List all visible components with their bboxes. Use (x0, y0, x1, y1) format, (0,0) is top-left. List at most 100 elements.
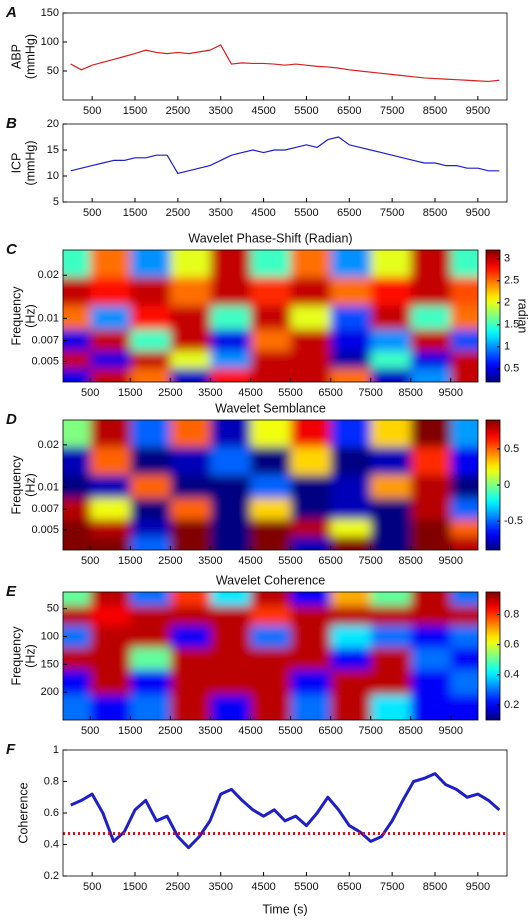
x-tick-label: 5500 (278, 725, 302, 737)
heatmap-cell (450, 277, 478, 307)
heatmap-cell (290, 669, 332, 696)
heatmap-cell (250, 519, 292, 538)
heatmap-cell (410, 420, 452, 448)
line-series (70, 136, 500, 174)
y-axis-label: (Hz) (23, 473, 37, 497)
heatmap-cell (330, 329, 372, 352)
y-tick-label: 50 (47, 603, 59, 615)
heatmap-cell (290, 305, 332, 330)
heatmap-cell (63, 368, 91, 382)
colorbar-tick-label: 1.5 (504, 319, 519, 331)
heatmap-cell (450, 498, 478, 521)
x-tick-label: 2500 (158, 555, 182, 567)
heatmap-cell (250, 694, 292, 720)
colorbar-tick-label: 2.5 (504, 275, 519, 287)
y-axis-label: Frequency (9, 455, 23, 515)
heatmap-cell (63, 669, 91, 696)
heatmap-cell (370, 592, 412, 607)
panel-label: D (6, 411, 17, 428)
colorbar-tick-label: 1 (504, 341, 510, 353)
heatmap-cell (330, 536, 372, 550)
y-axis-label: (mmHg) (23, 34, 37, 79)
x-tick-label: 9500 (466, 207, 490, 219)
heatmap-cell (210, 498, 251, 521)
x-tick-label: 6500 (318, 725, 342, 737)
heatmap-cell (130, 669, 171, 696)
heatmap-cell (170, 498, 211, 521)
x-tick-label: 3500 (208, 881, 232, 893)
heatmap-cell (250, 669, 292, 696)
heatmap-cell (330, 420, 372, 448)
x-tick-label: 2500 (158, 387, 182, 399)
heatmap (63, 250, 478, 382)
heatmap-cell (210, 351, 251, 369)
x-tick-label: 8500 (423, 881, 447, 893)
heatmap-cell (210, 420, 251, 448)
x-tick-label: 1500 (118, 555, 142, 567)
heatmap-cell (450, 305, 478, 330)
plot-frame (62, 249, 479, 383)
y-tick-label: 0.02 (38, 269, 59, 281)
heatmap-cell (130, 694, 171, 720)
heatmap-cell (450, 647, 478, 671)
heatmap-cell (63, 536, 91, 550)
heatmap-cell (290, 605, 332, 626)
x-tick-label: 8500 (398, 387, 422, 399)
plot-frame (62, 419, 479, 551)
heatmap-cell (63, 474, 91, 499)
heatmap-cell (90, 305, 131, 330)
heatmap-cell (290, 592, 332, 607)
heatmap-cell (170, 420, 211, 448)
heatmap-cell (130, 351, 171, 369)
heatmap-cell (290, 647, 332, 671)
heatmap-cell (210, 474, 251, 499)
heatmap-cell (90, 446, 131, 476)
chart-title: Wavelet Coherence (216, 573, 325, 587)
heatmap-cell (250, 536, 292, 550)
heatmap-cell (210, 329, 251, 352)
heatmap-cell (290, 250, 332, 278)
heatmap-cell (410, 250, 452, 278)
x-tick-label: 500 (83, 881, 101, 893)
x-tick-label: 1500 (123, 105, 147, 117)
heatmap-cell (90, 694, 131, 720)
x-tick-label: 2500 (158, 725, 182, 737)
y-tick-label: 150 (41, 7, 59, 19)
x-tick-label: 7500 (358, 387, 382, 399)
heatmap-cell (130, 250, 171, 278)
heatmap-cell (210, 647, 251, 671)
colorbar-tick-label: 2 (504, 297, 510, 309)
heatmap-cell (250, 329, 292, 352)
y-tick-label: 15 (47, 144, 59, 156)
heatmap-cell (250, 305, 292, 330)
panel-label: F (6, 741, 16, 758)
heatmap-cell (290, 536, 332, 550)
heatmap-cell (170, 592, 211, 607)
heatmap-cell (250, 605, 292, 626)
x-tick-label: 9500 (439, 725, 463, 737)
heatmap-cell (450, 368, 478, 382)
heatmap-cell (90, 536, 131, 550)
plot-frame (62, 123, 508, 203)
heatmap-cells (63, 250, 478, 382)
y-tick-label: 0.005 (31, 524, 59, 536)
x-tick-label: 7500 (358, 725, 382, 737)
heatmap-cell (450, 694, 478, 720)
x-tick-label: 7500 (358, 555, 382, 567)
colorbar-tick-label: 0.5 (504, 363, 519, 375)
heatmap-cell (370, 474, 412, 499)
x-tick-label: 2500 (166, 207, 190, 219)
x-tick-label: 7500 (380, 881, 404, 893)
x-tick-label: 2500 (166, 105, 190, 117)
x-tick-label: 3500 (198, 555, 222, 567)
y-tick-label: 0.6 (44, 807, 59, 819)
x-tick-label: 9500 (466, 105, 490, 117)
heatmap-cell (250, 474, 292, 499)
heatmap-cell (210, 605, 251, 626)
y-tick-label: 150 (41, 658, 59, 670)
heatmap-cell (370, 694, 412, 720)
x-tick-label: 4500 (251, 881, 275, 893)
heatmap-cell (370, 305, 412, 330)
heatmap-cell (370, 277, 412, 307)
